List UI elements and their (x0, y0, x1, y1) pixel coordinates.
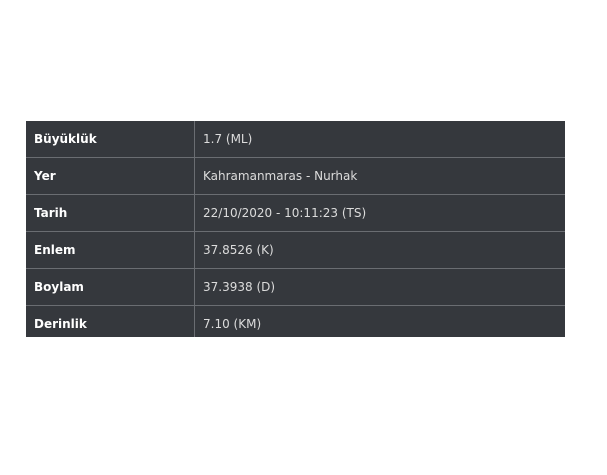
row-label: Enlem (26, 231, 195, 269)
table-row: Boylam 37.3938 (D) (26, 268, 565, 306)
row-label: Tarih (26, 194, 195, 232)
row-label: Büyüklük (26, 121, 195, 158)
row-label: Yer (26, 157, 195, 195)
row-value: 7.10 (KM) (194, 305, 565, 337)
row-value: 22/10/2020 - 10:11:23 (TS) (194, 194, 565, 232)
row-value: Kahramanmaras - Nurhak (194, 157, 565, 195)
table-row: Enlem 37.8526 (K) (26, 231, 565, 269)
table-row: Tarih 22/10/2020 - 10:11:23 (TS) (26, 194, 565, 232)
row-value: 1.7 (ML) (194, 121, 565, 158)
table-row: Büyüklük 1.7 (ML) (26, 121, 565, 158)
earthquake-info-table: Büyüklük 1.7 (ML) Yer Kahramanmaras - Nurh… (26, 121, 565, 337)
row-value: 37.3938 (D) (194, 268, 565, 306)
row-label: Boylam (26, 268, 195, 306)
table-row: Yer Kahramanmaras - Nurhak (26, 157, 565, 195)
table-row: Derinlik 7.10 (KM) (26, 305, 565, 337)
row-label: Derinlik (26, 305, 195, 337)
row-value: 37.8526 (K) (194, 231, 565, 269)
